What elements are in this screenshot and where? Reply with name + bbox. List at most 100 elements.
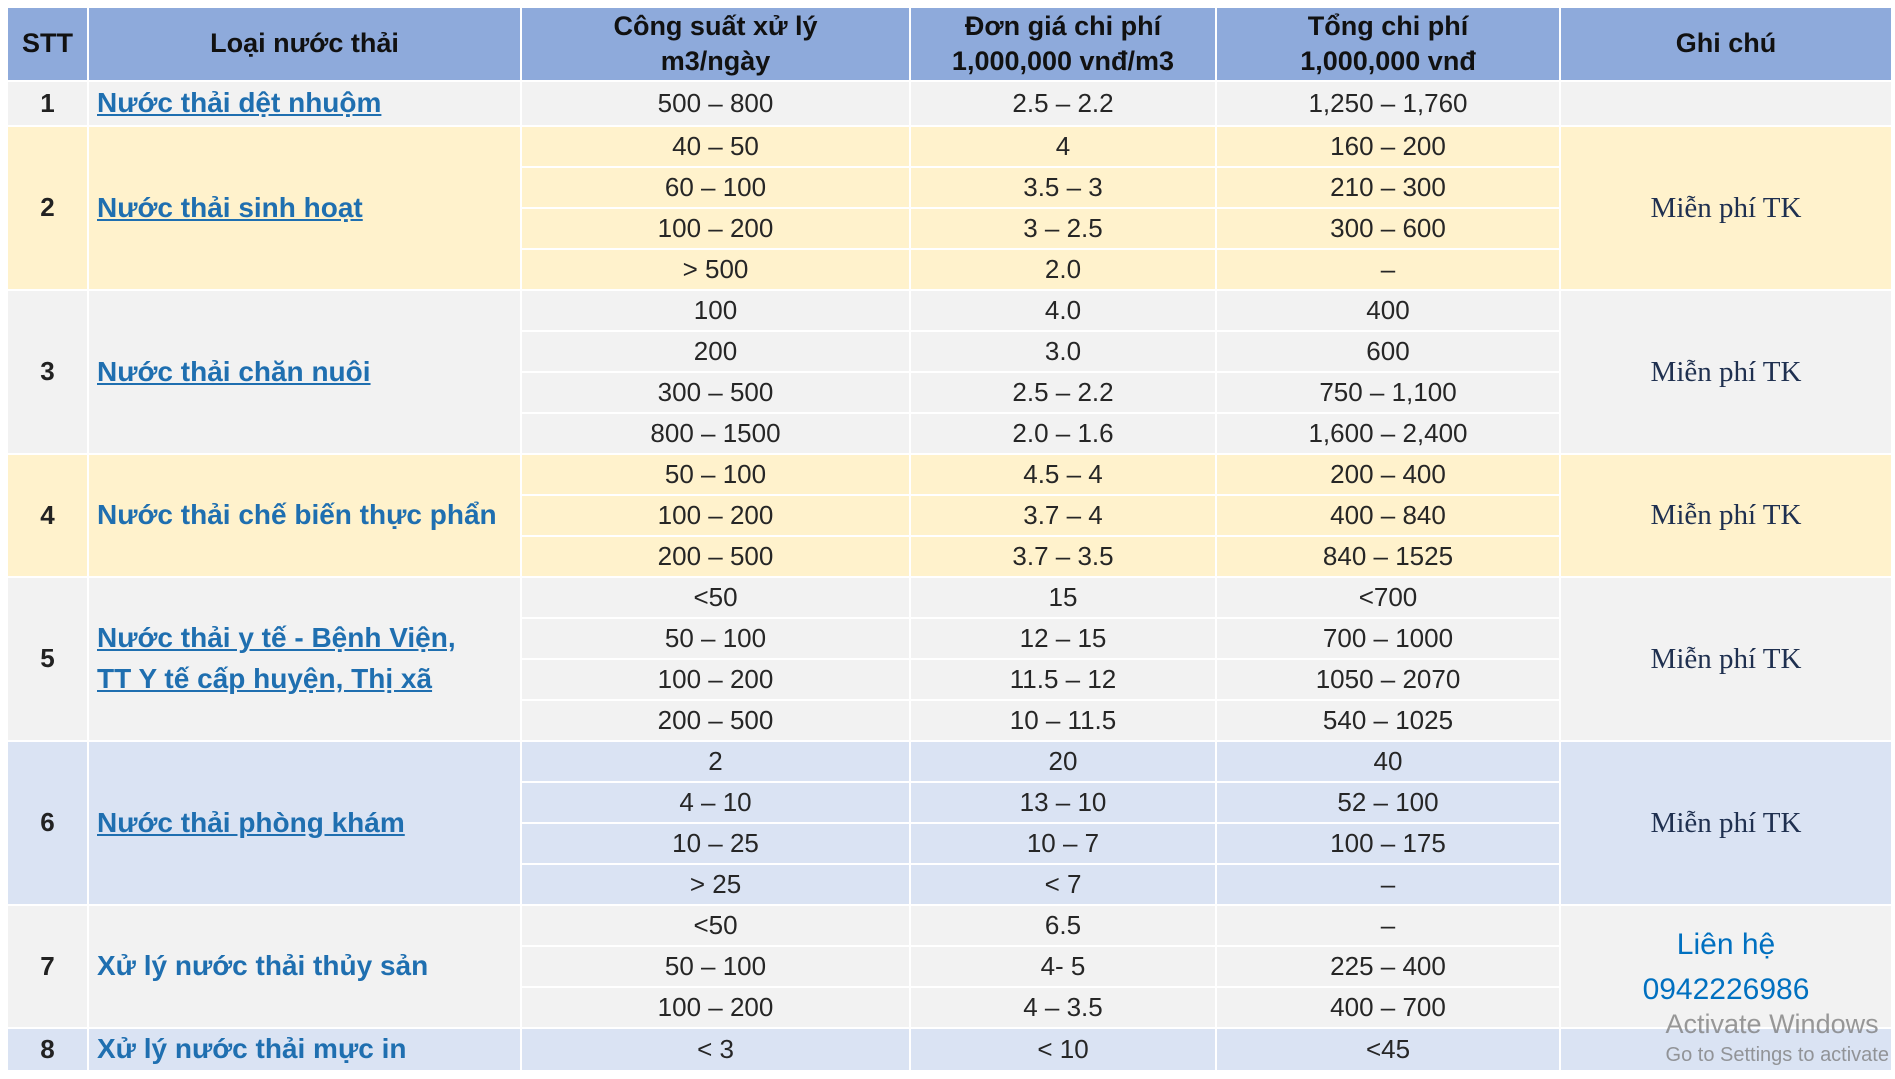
- table-row: 4 Nước thải chế biến thực phẩn 50 – 100 4.5…: [6, 453, 1893, 578]
- unit-price-cell: 11.5 – 12: [909, 658, 1217, 701]
- total-cost-cell: 160 – 200: [1215, 125, 1561, 168]
- capacity-cell: 800 – 1500: [520, 412, 911, 455]
- total-cost-cell: <700: [1215, 576, 1561, 619]
- note-cell: [1559, 1027, 1893, 1072]
- header-cell: Tổng chi phí 1,000,000 vnđ: [1215, 6, 1561, 82]
- unit-price-cell: 3.7 – 3.5: [909, 535, 1217, 578]
- price-table: STT Loại nước thải Công suất xử lý m3/ngày Đ…: [6, 6, 1893, 1072]
- total-cost-cell: 400 – 840: [1215, 494, 1561, 537]
- stt-cell: 5: [6, 576, 89, 742]
- unit-price-cell: 4.0: [909, 289, 1217, 332]
- total-cost-cell: 400: [1215, 289, 1561, 332]
- header-text: m3/ngày: [660, 46, 771, 76]
- unit-price-cell: 3.0: [909, 330, 1217, 373]
- capacity-cell: 500 – 800: [520, 80, 911, 127]
- header-text: Công suất xử lý: [613, 10, 818, 41]
- note-text: Miễn phí TK: [1650, 499, 1802, 532]
- capacity-cell: 50 – 100: [520, 617, 911, 660]
- capacity-cell: 100: [520, 289, 911, 332]
- unit-price-cell: 4 – 3.5: [909, 986, 1217, 1029]
- watermark-text: Activate Windows: [1665, 1009, 1879, 1039]
- note-text: Miễn phí TK: [1650, 191, 1802, 224]
- name-link[interactable]: TT Y tế cấp huyện, Thị xã: [97, 663, 433, 694]
- name-cell: Nước thải chăn nuôi: [87, 289, 522, 455]
- header-text: STT: [22, 28, 73, 59]
- header-row: STT Loại nước thải Công suất xử lý m3/ngày Đ…: [6, 6, 1893, 82]
- capacity-cell: 300 – 500: [520, 371, 911, 414]
- table-row: 7 Xử lý nước thải thủy sản <50 6.5– Liên hệ 0…: [6, 904, 1893, 1029]
- name-link[interactable]: Nước thải chăn nuôi: [97, 355, 371, 387]
- total-cost-cell: <45: [1215, 1027, 1561, 1072]
- total-cost-cell: 225 – 400: [1215, 945, 1561, 988]
- total-cost-cell: 700 – 1000: [1215, 617, 1561, 660]
- header-text: 1,000,000 vnđ: [1300, 46, 1476, 76]
- total-cost-cell: 750 – 1,100: [1215, 371, 1561, 414]
- stt-cell: 8: [6, 1027, 89, 1072]
- unit-price-cell: 4: [909, 125, 1217, 168]
- total-cost-cell: 540 – 1025: [1215, 699, 1561, 742]
- header-text: Loại nước thải: [210, 28, 399, 59]
- stt-cell: 3: [6, 289, 89, 455]
- header-text: Ghi chú: [1675, 28, 1777, 59]
- name-text: Xử lý nước thải mực in: [97, 1033, 407, 1064]
- name-link[interactable]: Nước thải phòng khám: [97, 806, 405, 838]
- total-cost-cell: 400 – 700: [1215, 986, 1561, 1029]
- unit-price-cell: 12 – 15: [909, 617, 1217, 660]
- unit-price-cell: 6.5: [909, 904, 1217, 947]
- capacity-cell: 100 – 200: [520, 207, 911, 250]
- table-row: 8 Xử lý nước thải mực in < 3 < 10 <45: [6, 1027, 1893, 1072]
- capacity-cell: > 500: [520, 248, 911, 291]
- note-cell: Miễn phí TK: [1559, 453, 1893, 578]
- watermark-text: Go to Settings to activate: [1665, 1044, 1889, 1066]
- unit-price-cell: 3.5 – 3: [909, 166, 1217, 209]
- unit-price-cell: 20: [909, 740, 1217, 783]
- name-cell: Xử lý nước thải thủy sản: [87, 904, 522, 1029]
- capacity-cell: < 3: [520, 1027, 911, 1072]
- total-cost-cell: –: [1215, 904, 1561, 947]
- table-header: STT Loại nước thải Công suất xử lý m3/ngày Đ…: [6, 6, 1893, 82]
- header-text: Đơn giá chi phí: [964, 10, 1162, 41]
- unit-price-cell: 10 – 7: [909, 822, 1217, 865]
- table-row: 3 Nước thải chăn nuôi 100 4.0 400 Miễn phí TK: [6, 289, 1893, 455]
- note-cell: Miễn phí TK: [1559, 576, 1893, 742]
- name-cell: Nước thải phòng khám: [87, 740, 522, 906]
- total-cost-cell: 52 – 100: [1215, 781, 1561, 824]
- name-link[interactable]: Nước thải sinh hoạt: [97, 191, 363, 223]
- note-text: Miễn phí TK: [1650, 806, 1802, 839]
- note-cell: Miễn phí TK: [1559, 289, 1893, 455]
- capacity-cell: 50 – 100: [520, 453, 911, 496]
- unit-price-cell: 2.5 – 2.2: [909, 80, 1217, 127]
- name-link[interactable]: Nước thải dệt nhuộm: [97, 87, 382, 119]
- total-cost-cell: 840 – 1525: [1215, 535, 1561, 578]
- name-cell: Nước thải dệt nhuộm: [87, 80, 522, 127]
- note-cell: Liên hệ 0942226986: [1559, 904, 1893, 1029]
- unit-price-cell: < 7: [909, 863, 1217, 906]
- total-cost-cell: 40: [1215, 740, 1561, 783]
- stt-cell: 1: [6, 80, 89, 127]
- capacity-cell: <50: [520, 576, 911, 619]
- total-cost-cell: 1050 – 2070: [1215, 658, 1561, 701]
- capacity-cell: 100 – 200: [520, 658, 911, 701]
- header-cell: Đơn giá chi phí 1,000,000 vnđ/m3: [909, 6, 1217, 82]
- stt-cell: 2: [6, 125, 89, 291]
- capacity-cell: 100 – 200: [520, 986, 911, 1029]
- table-row: 2 Nước thải sinh hoạt 40 – 50 4 160 – 200 Miễ…: [6, 125, 1893, 291]
- header-text: 1,000,000 vnđ/m3: [951, 46, 1175, 76]
- table-row: 100 – 200 3 – 2.5 300 – 600: [7, 207, 1892, 250]
- stt-cell: 7: [6, 904, 89, 1029]
- unit-price-cell: 4- 5: [909, 945, 1217, 988]
- note-cell: Miễn phí TK: [1559, 740, 1893, 906]
- total-cost-cell: 300 – 600: [1215, 207, 1561, 250]
- capacity-cell: 50 – 100: [520, 945, 911, 988]
- capacity-cell: 200 – 500: [520, 535, 911, 578]
- note-text: Miễn phí TK: [1650, 642, 1802, 675]
- name-link[interactable]: Nước thải y tế - Bệnh Viện,: [97, 622, 456, 654]
- capacity-cell: 2: [520, 740, 911, 783]
- table-row: 6 Nước thải phòng khám 2 20 40 Miễn phí TK: [6, 740, 1893, 906]
- total-cost-cell: 210 – 300: [1215, 166, 1561, 209]
- total-cost-cell: –: [1215, 248, 1561, 291]
- total-cost-cell: 200 – 400: [1215, 453, 1561, 496]
- unit-price-cell: 2.0: [909, 248, 1217, 291]
- table-row: 1 Nước thải dệt nhuộm 500 – 800 2.5 – 2.2 1,…: [6, 80, 1893, 127]
